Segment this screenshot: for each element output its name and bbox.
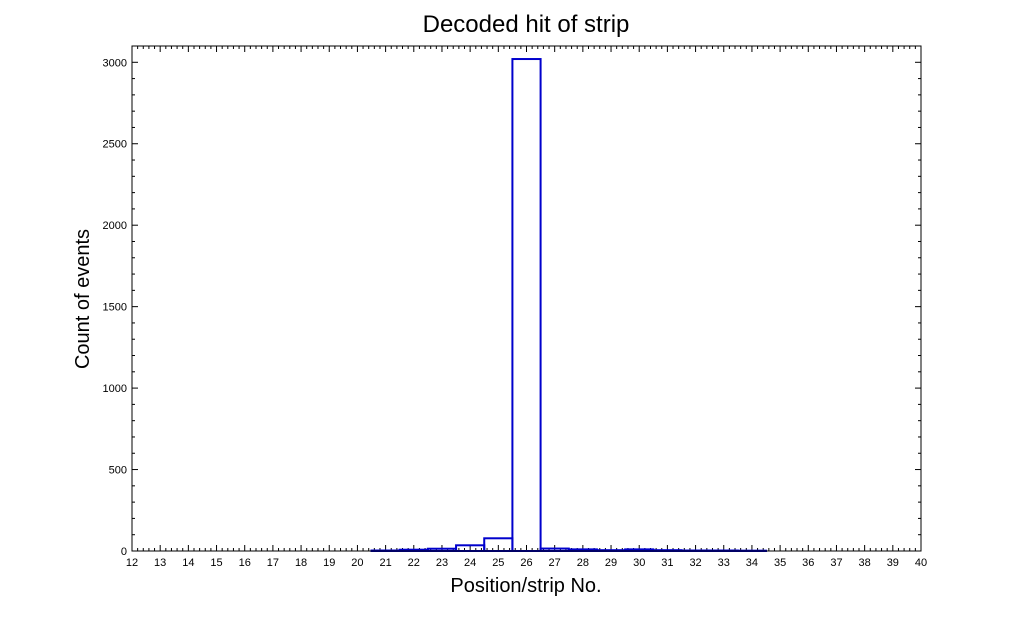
y-tick-label: 1000 [103, 383, 127, 395]
x-tick-label: 37 [830, 557, 842, 569]
x-tick-label: 24 [464, 557, 476, 569]
x-tick-label: 36 [802, 557, 814, 569]
x-tick-label: 14 [182, 557, 194, 569]
x-tick-label: 20 [351, 557, 363, 569]
y-tick-label: 1500 [103, 302, 127, 314]
x-tick-label: 17 [267, 557, 279, 569]
x-tick-label: 40 [915, 557, 927, 569]
x-tick-label: 39 [887, 557, 899, 569]
x-tick-label: 26 [520, 557, 532, 569]
x-tick-label: 21 [379, 557, 391, 569]
x-tick-label: 32 [689, 557, 701, 569]
y-tick-label: 500 [109, 465, 127, 477]
x-tick-label: 23 [436, 557, 448, 569]
x-tick-label: 27 [549, 557, 561, 569]
histogram-bars [370, 58, 768, 553]
x-tick-label: 35 [774, 557, 786, 569]
x-tick-label: 15 [210, 557, 222, 569]
x-tick-label: 13 [154, 557, 166, 569]
tick-labels: 12 13 14 15 16 17 18 19 20 21 22 23 24 25 26 27 28 29 30 31… [103, 57, 928, 569]
x-axis-label: Position/strip No. [450, 575, 601, 597]
y-tick-label: 0 [121, 546, 127, 558]
x-tick-label: 25 [492, 557, 504, 569]
x-tick-label: 30 [633, 557, 645, 569]
x-tick-label: 28 [577, 557, 589, 569]
chart-title: Decoded hit of strip [423, 11, 630, 38]
plot-frame [131, 45, 922, 552]
x-tick-label: 16 [239, 557, 251, 569]
x-tick-label: 18 [295, 557, 307, 569]
y-tick-label: 3000 [103, 57, 127, 69]
y-axis-label: Count of events [72, 229, 94, 369]
x-tick-label: 29 [605, 557, 617, 569]
x-tick-label: 22 [408, 557, 420, 569]
y-tick-label: 2000 [103, 220, 127, 232]
x-tick-label: 19 [323, 557, 335, 569]
tick-marks [131, 45, 922, 552]
x-tick-label: 31 [661, 557, 673, 569]
y-tick-label: 2500 [103, 139, 127, 151]
histogram-bar [511, 58, 542, 552]
x-tick-label: 12 [126, 557, 138, 569]
x-tick-label: 33 [718, 557, 730, 569]
x-tick-label: 38 [859, 557, 871, 569]
x-tick-label: 34 [746, 557, 758, 569]
